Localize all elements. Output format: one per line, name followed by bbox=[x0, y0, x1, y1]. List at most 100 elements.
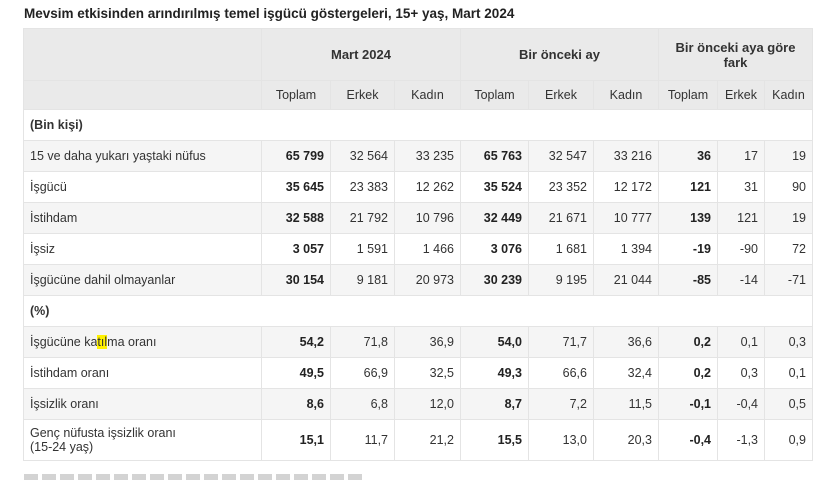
cell: 3 057 bbox=[262, 234, 331, 265]
cell: -71 bbox=[765, 265, 813, 296]
table-row: İşsiz 3 057 1 591 1 466 3 076 1 681 1 39… bbox=[24, 234, 813, 265]
cell: 121 bbox=[659, 172, 718, 203]
cell: 11,5 bbox=[594, 389, 659, 420]
section-row-percent: (%) bbox=[24, 296, 813, 327]
cell: 36,6 bbox=[594, 327, 659, 358]
row-label: İstihdam oranı bbox=[24, 358, 262, 389]
cell: 19 bbox=[765, 141, 813, 172]
labour-indicators-table: Mart 2024 Bir önceki ay Bir önceki aya g… bbox=[23, 28, 813, 461]
cell: 3 076 bbox=[461, 234, 529, 265]
col-header: Kadın bbox=[765, 81, 813, 110]
table-row: 15 ve daha yukarı yaştaki nüfus 65 799 3… bbox=[24, 141, 813, 172]
table-row: İşsizlik oranı 8,6 6,8 12,0 8,7 7,2 11,5… bbox=[24, 389, 813, 420]
highlighted-text: tıl bbox=[97, 335, 107, 349]
cell: -19 bbox=[659, 234, 718, 265]
cell: 21 671 bbox=[529, 203, 594, 234]
table-row: Genç nüfusta işsizlik oranı (15-24 yaş) 1… bbox=[24, 420, 813, 461]
cell: 49,5 bbox=[262, 358, 331, 389]
cell: 65 799 bbox=[262, 141, 331, 172]
cell: -90 bbox=[718, 234, 765, 265]
cell: 35 524 bbox=[461, 172, 529, 203]
cell: 8,6 bbox=[262, 389, 331, 420]
cell: 30 239 bbox=[461, 265, 529, 296]
cell: 11,7 bbox=[331, 420, 395, 461]
cell: 66,9 bbox=[331, 358, 395, 389]
cell: 21 792 bbox=[331, 203, 395, 234]
cell: 10 777 bbox=[594, 203, 659, 234]
table-row: İşgücüne katılma oranı 54,2 71,8 36,9 54… bbox=[24, 327, 813, 358]
cell: 33 216 bbox=[594, 141, 659, 172]
cell: 66,6 bbox=[529, 358, 594, 389]
cell: 36 bbox=[659, 141, 718, 172]
col-header: Kadın bbox=[395, 81, 461, 110]
table-row: İstihdam 32 588 21 792 10 796 32 449 21 … bbox=[24, 203, 813, 234]
cell: 6,8 bbox=[331, 389, 395, 420]
cell: 30 154 bbox=[262, 265, 331, 296]
row-label: İşsizlik oranı bbox=[24, 389, 262, 420]
table-row: İstihdam oranı 49,5 66,9 32,5 49,3 66,6 … bbox=[24, 358, 813, 389]
cell: 19 bbox=[765, 203, 813, 234]
cropped-footnote-line bbox=[24, 474, 364, 480]
cell: 1 591 bbox=[331, 234, 395, 265]
row-label: İstihdam bbox=[24, 203, 262, 234]
cell: 9 195 bbox=[529, 265, 594, 296]
cell: 20,3 bbox=[594, 420, 659, 461]
cell: 12 262 bbox=[395, 172, 461, 203]
group-header-current: Mart 2024 bbox=[262, 29, 461, 81]
row-label: 15 ve daha yukarı yaştaki nüfus bbox=[24, 141, 262, 172]
cell: 49,3 bbox=[461, 358, 529, 389]
cell: 0,1 bbox=[765, 358, 813, 389]
cell: 32,4 bbox=[594, 358, 659, 389]
cell: 35 645 bbox=[262, 172, 331, 203]
cell: -14 bbox=[718, 265, 765, 296]
cell: 12 172 bbox=[594, 172, 659, 203]
row-label-line: (15-24 yaş) bbox=[30, 440, 93, 454]
section-label: (Bin kişi) bbox=[24, 110, 813, 141]
group-header-difference: Bir önceki aya göre fark bbox=[659, 29, 813, 81]
cell: 0,3 bbox=[718, 358, 765, 389]
cell: 90 bbox=[765, 172, 813, 203]
table-title: Mevsim etkisinden arındırılmış temel işg… bbox=[24, 6, 514, 21]
cell: 31 bbox=[718, 172, 765, 203]
row-label: Genç nüfusta işsizlik oranı (15-24 yaş) bbox=[24, 420, 262, 461]
cell: 0,2 bbox=[659, 327, 718, 358]
cell: 71,8 bbox=[331, 327, 395, 358]
cell: 15,1 bbox=[262, 420, 331, 461]
cell: 71,7 bbox=[529, 327, 594, 358]
cell: 33 235 bbox=[395, 141, 461, 172]
cell: 1 394 bbox=[594, 234, 659, 265]
cell: 1 681 bbox=[529, 234, 594, 265]
row-label: İşgücüne dahil olmayanlar bbox=[24, 265, 262, 296]
cell: 0,5 bbox=[765, 389, 813, 420]
cell: 9 181 bbox=[331, 265, 395, 296]
cell: 13,0 bbox=[529, 420, 594, 461]
cell: 15,5 bbox=[461, 420, 529, 461]
row-label: İşgücüne katılma oranı bbox=[24, 327, 262, 358]
cell: 32,5 bbox=[395, 358, 461, 389]
cell: 139 bbox=[659, 203, 718, 234]
row-label: İşsiz bbox=[24, 234, 262, 265]
group-header-previous: Bir önceki ay bbox=[461, 29, 659, 81]
col-header: Erkek bbox=[331, 81, 395, 110]
table-row: İşgücüne dahil olmayanlar 30 154 9 181 2… bbox=[24, 265, 813, 296]
sub-header-row: Toplam Erkek Kadın Toplam Erkek Kadın To… bbox=[24, 81, 813, 110]
cell: 0,1 bbox=[718, 327, 765, 358]
section-row-thousand: (Bin kişi) bbox=[24, 110, 813, 141]
cell: 121 bbox=[718, 203, 765, 234]
cell: 17 bbox=[718, 141, 765, 172]
cell: -0,1 bbox=[659, 389, 718, 420]
cell: 54,2 bbox=[262, 327, 331, 358]
cell: 7,2 bbox=[529, 389, 594, 420]
cell: 32 588 bbox=[262, 203, 331, 234]
cell: 32 564 bbox=[331, 141, 395, 172]
cell: -85 bbox=[659, 265, 718, 296]
cell: 65 763 bbox=[461, 141, 529, 172]
row-label-line: Genç nüfusta işsizlik oranı bbox=[30, 426, 176, 440]
col-header: Toplam bbox=[262, 81, 331, 110]
corner-cell bbox=[24, 29, 262, 81]
row-label: İşgücü bbox=[24, 172, 262, 203]
col-header: Erkek bbox=[718, 81, 765, 110]
cell: 32 449 bbox=[461, 203, 529, 234]
section-label: (%) bbox=[24, 296, 813, 327]
col-header: Kadın bbox=[594, 81, 659, 110]
